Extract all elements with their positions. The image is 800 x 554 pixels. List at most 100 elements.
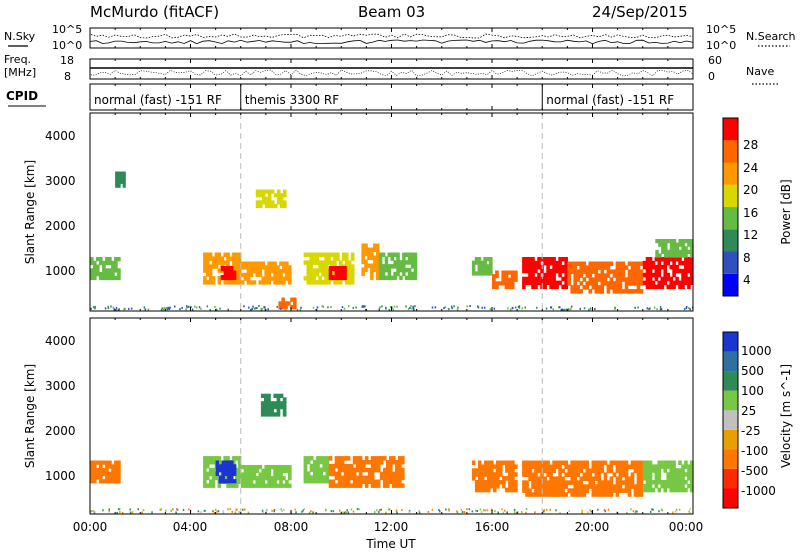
heatmap-pixel xyxy=(334,483,339,488)
heatmap-pixel xyxy=(669,239,674,244)
heatmap-pixel xyxy=(331,266,336,272)
heatmap-pixel xyxy=(531,476,535,481)
heatmap-pixel xyxy=(235,272,239,277)
heatmap-pixel xyxy=(576,484,580,489)
heatmap-pixel xyxy=(249,472,254,477)
heatmap-pixel xyxy=(687,483,691,489)
heatmap-pixel xyxy=(282,265,286,270)
heatmap-pixel xyxy=(217,256,222,261)
heatmap-speckle xyxy=(689,508,691,511)
heatmap-pixel xyxy=(267,393,271,398)
heatmap-pixel xyxy=(328,483,333,488)
heatmap-pixel xyxy=(648,480,653,485)
heatmap-speckle xyxy=(308,511,311,514)
heatmap-pixel xyxy=(337,483,342,488)
heatmap-pixel xyxy=(258,193,263,198)
heatmap-pixel xyxy=(99,475,103,480)
heatmap-cell xyxy=(567,261,644,294)
heatmap-pixel xyxy=(273,412,278,417)
heatmap-pixel xyxy=(334,266,339,272)
heatmap-pixel xyxy=(639,484,644,489)
heatmap-pixel xyxy=(361,271,365,277)
heatmap-cell xyxy=(642,257,694,290)
heatmap-pixel xyxy=(393,260,397,265)
heatmap-pixel xyxy=(474,472,479,477)
velocity-colorbar-swatch xyxy=(723,332,738,352)
heatmap-pixel xyxy=(322,479,327,484)
heatmap-pixel xyxy=(208,479,213,484)
heatmap-speckle xyxy=(379,509,381,511)
heatmap-pixel xyxy=(111,475,115,480)
heatmap-pixel xyxy=(474,480,479,485)
heatmap-speckle xyxy=(484,509,486,512)
heatmap-pixel xyxy=(645,276,650,282)
heatmap-pixel xyxy=(508,480,512,485)
heatmap-pixel xyxy=(654,276,659,282)
heatmap-pixel xyxy=(639,492,644,497)
heatmap-pixel xyxy=(235,260,239,265)
heatmap-pixel xyxy=(237,268,242,273)
heatmap-pixel xyxy=(552,268,556,274)
heatmap-speckle xyxy=(477,305,479,308)
heatmap-pixel xyxy=(585,484,590,489)
heatmap-pixel xyxy=(655,239,659,244)
heatmap-pixel xyxy=(543,492,547,497)
freq-label-1: Freq. xyxy=(4,53,31,66)
heatmap-speckle xyxy=(581,509,583,512)
heatmap-pixel xyxy=(597,484,602,489)
heatmap-pixel xyxy=(398,463,402,469)
heatmap-pixel xyxy=(227,464,231,469)
heatmap-pixel xyxy=(690,272,694,278)
heatmap-speckle xyxy=(534,511,536,514)
heatmap-speckle xyxy=(431,306,434,309)
heatmap-pixel xyxy=(555,476,559,481)
heatmap-pixel xyxy=(243,265,248,270)
heatmap-pixel xyxy=(630,460,635,466)
heatmap-speckle xyxy=(514,306,517,309)
heatmap-pixel xyxy=(567,261,571,266)
heatmap-pixel xyxy=(322,467,327,472)
heatmap-pixel xyxy=(579,476,583,481)
heatmap-pixel xyxy=(398,471,402,477)
heatmap-pixel xyxy=(483,271,487,276)
heatmap-speckle xyxy=(648,308,650,310)
heatmap-pixel xyxy=(594,468,599,474)
heatmap-pixel xyxy=(639,289,644,294)
heatmap-speckle xyxy=(188,305,190,308)
heatmap-pixel xyxy=(102,275,106,281)
heatmap-pixel xyxy=(690,464,694,469)
heatmap-pixel xyxy=(508,483,512,489)
heatmap-pixel xyxy=(267,189,272,194)
heatmap-speckle xyxy=(159,508,162,511)
heatmap-pixel xyxy=(642,464,647,469)
heatmap-pixel xyxy=(645,476,650,481)
heatmap-pixel xyxy=(573,289,577,294)
heatmap-speckle xyxy=(456,511,459,514)
heatmap-speckle xyxy=(675,508,678,511)
noise-sky-trace xyxy=(89,39,694,45)
heatmap-pixel xyxy=(316,456,320,461)
heatmap-pixel xyxy=(606,289,611,294)
heatmap-pixel xyxy=(669,487,673,493)
heatmap-pixel xyxy=(211,460,216,465)
heatmap-speckle xyxy=(174,305,176,308)
heatmap-pixel xyxy=(361,255,365,261)
heatmap-pixel xyxy=(220,260,224,265)
heatmap-pixel xyxy=(576,269,580,274)
heatmap-pixel xyxy=(681,472,685,477)
heatmap-pixel xyxy=(273,404,278,410)
heatmap-pixel xyxy=(306,475,311,480)
heatmap-speckle xyxy=(255,307,257,310)
heatmap-pixel xyxy=(284,305,288,310)
heatmap-pixel xyxy=(675,264,679,270)
heatmap-speckle xyxy=(479,508,482,511)
heatmap-pixel xyxy=(325,475,330,480)
heatmap-pixel xyxy=(621,488,626,493)
heatmap-speckle xyxy=(456,308,459,311)
heatmap-speckle xyxy=(497,511,499,514)
heatmap-pixel xyxy=(582,285,587,290)
heatmap-pixel xyxy=(347,272,352,277)
heatmap-pixel xyxy=(690,249,694,254)
heatmap-pixel xyxy=(276,280,280,285)
heatmap-pixel xyxy=(531,268,535,274)
